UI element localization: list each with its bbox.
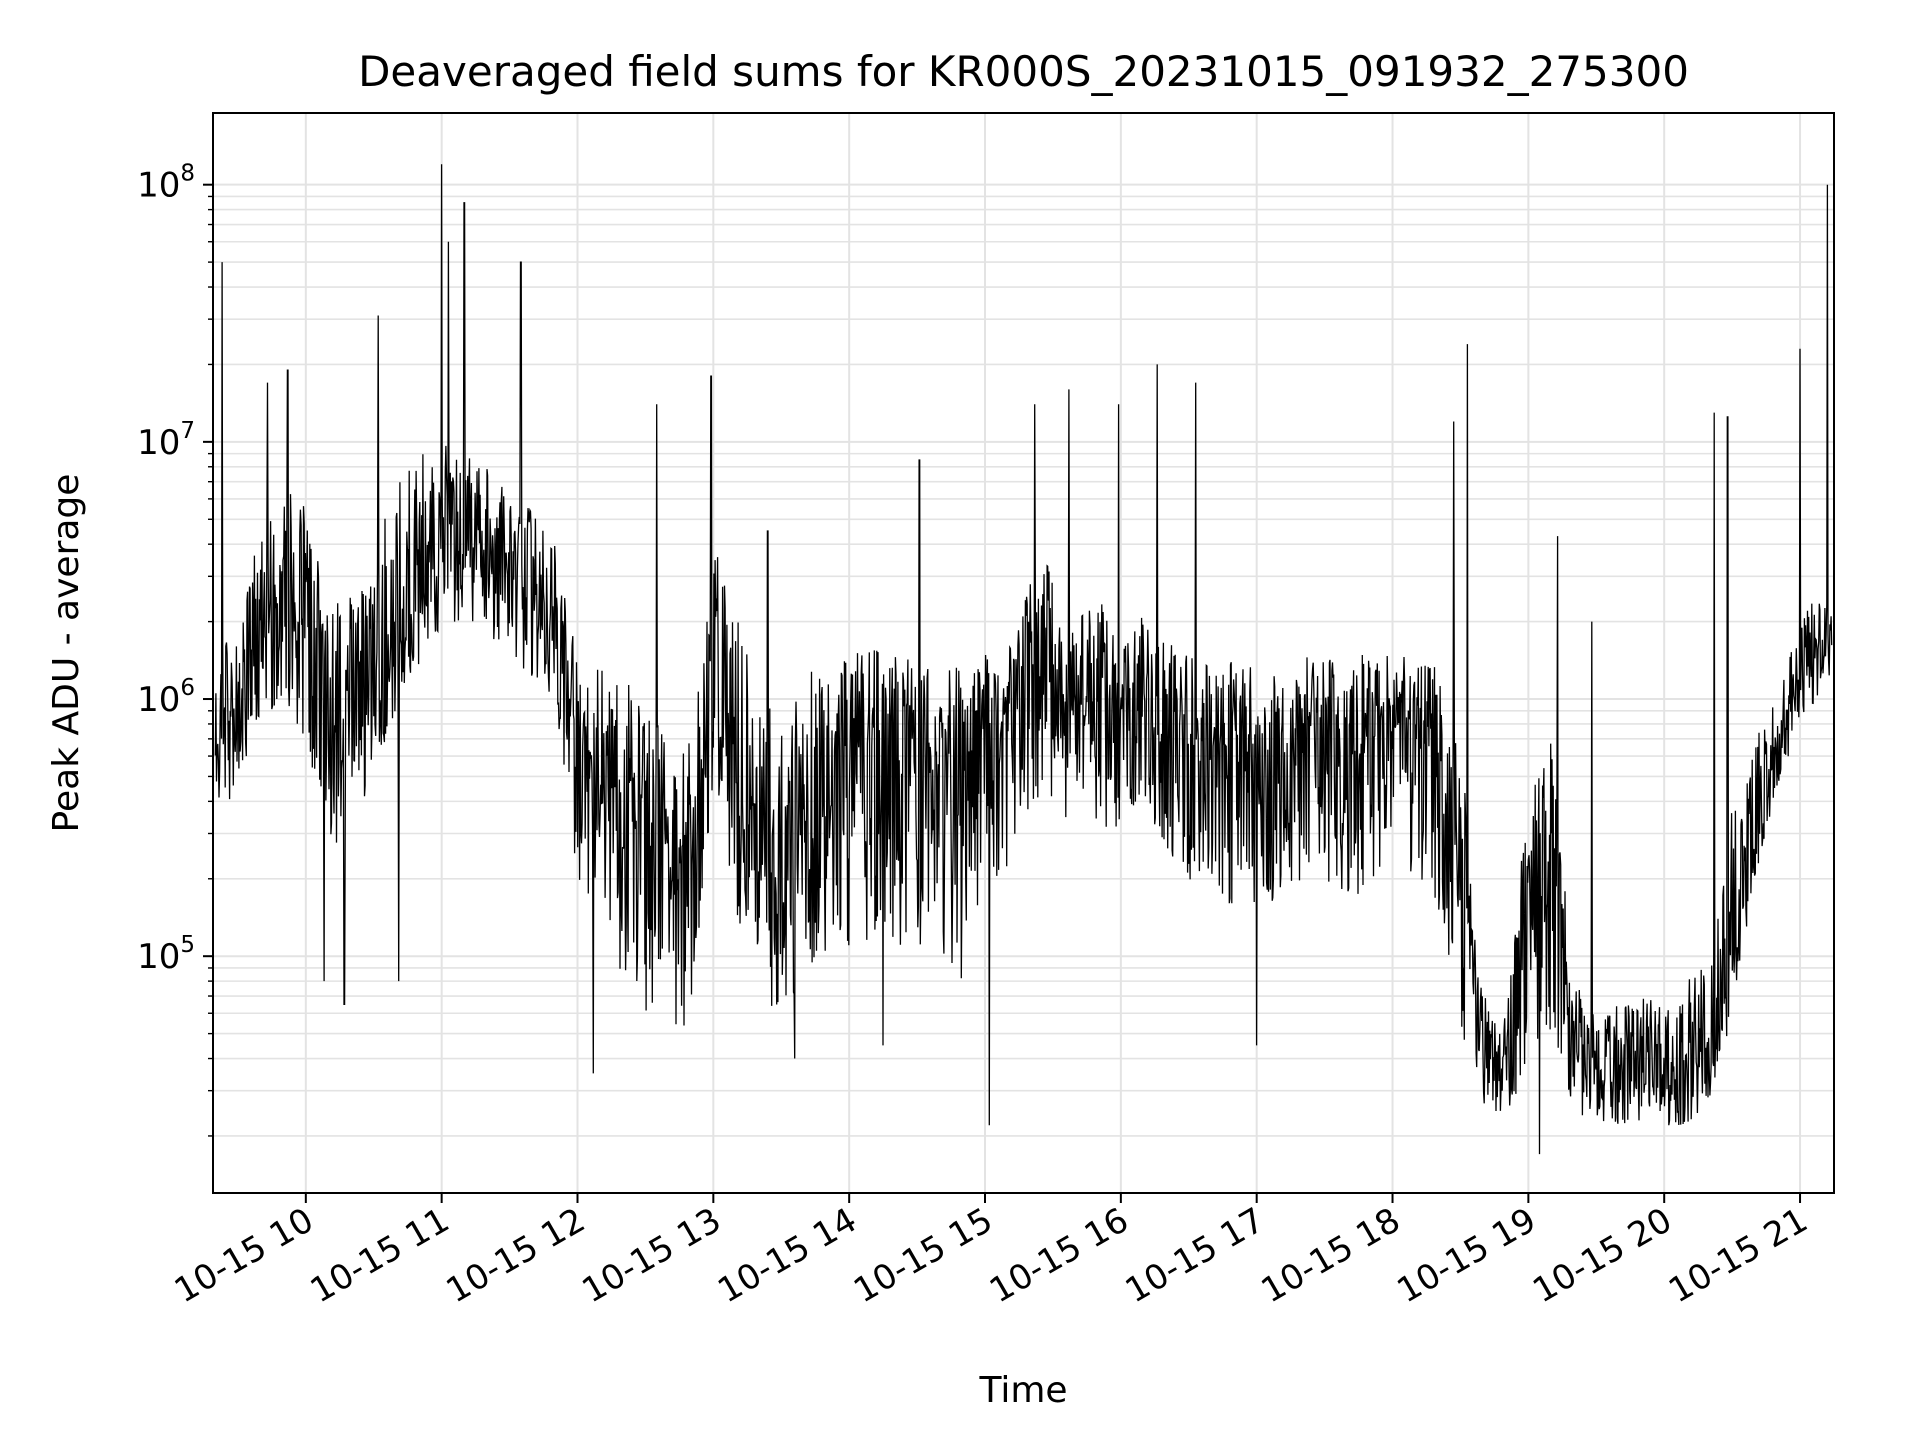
- data-layer: [214, 164, 1833, 1155]
- plot-area-frame: [212, 112, 1835, 1194]
- y-tick-label: 107: [137, 418, 195, 463]
- y-axis-label: Peak ADU - average: [46, 474, 87, 833]
- series-line: [214, 164, 1833, 1155]
- y-tick-label: 105: [137, 932, 195, 977]
- x-axis-label: Time: [978, 1370, 1067, 1411]
- y-tick-label: 106: [137, 675, 195, 720]
- chart-title: Deaveraged field sums for KR000S_2023101…: [358, 47, 1689, 96]
- y-tick-label: 108: [137, 161, 195, 206]
